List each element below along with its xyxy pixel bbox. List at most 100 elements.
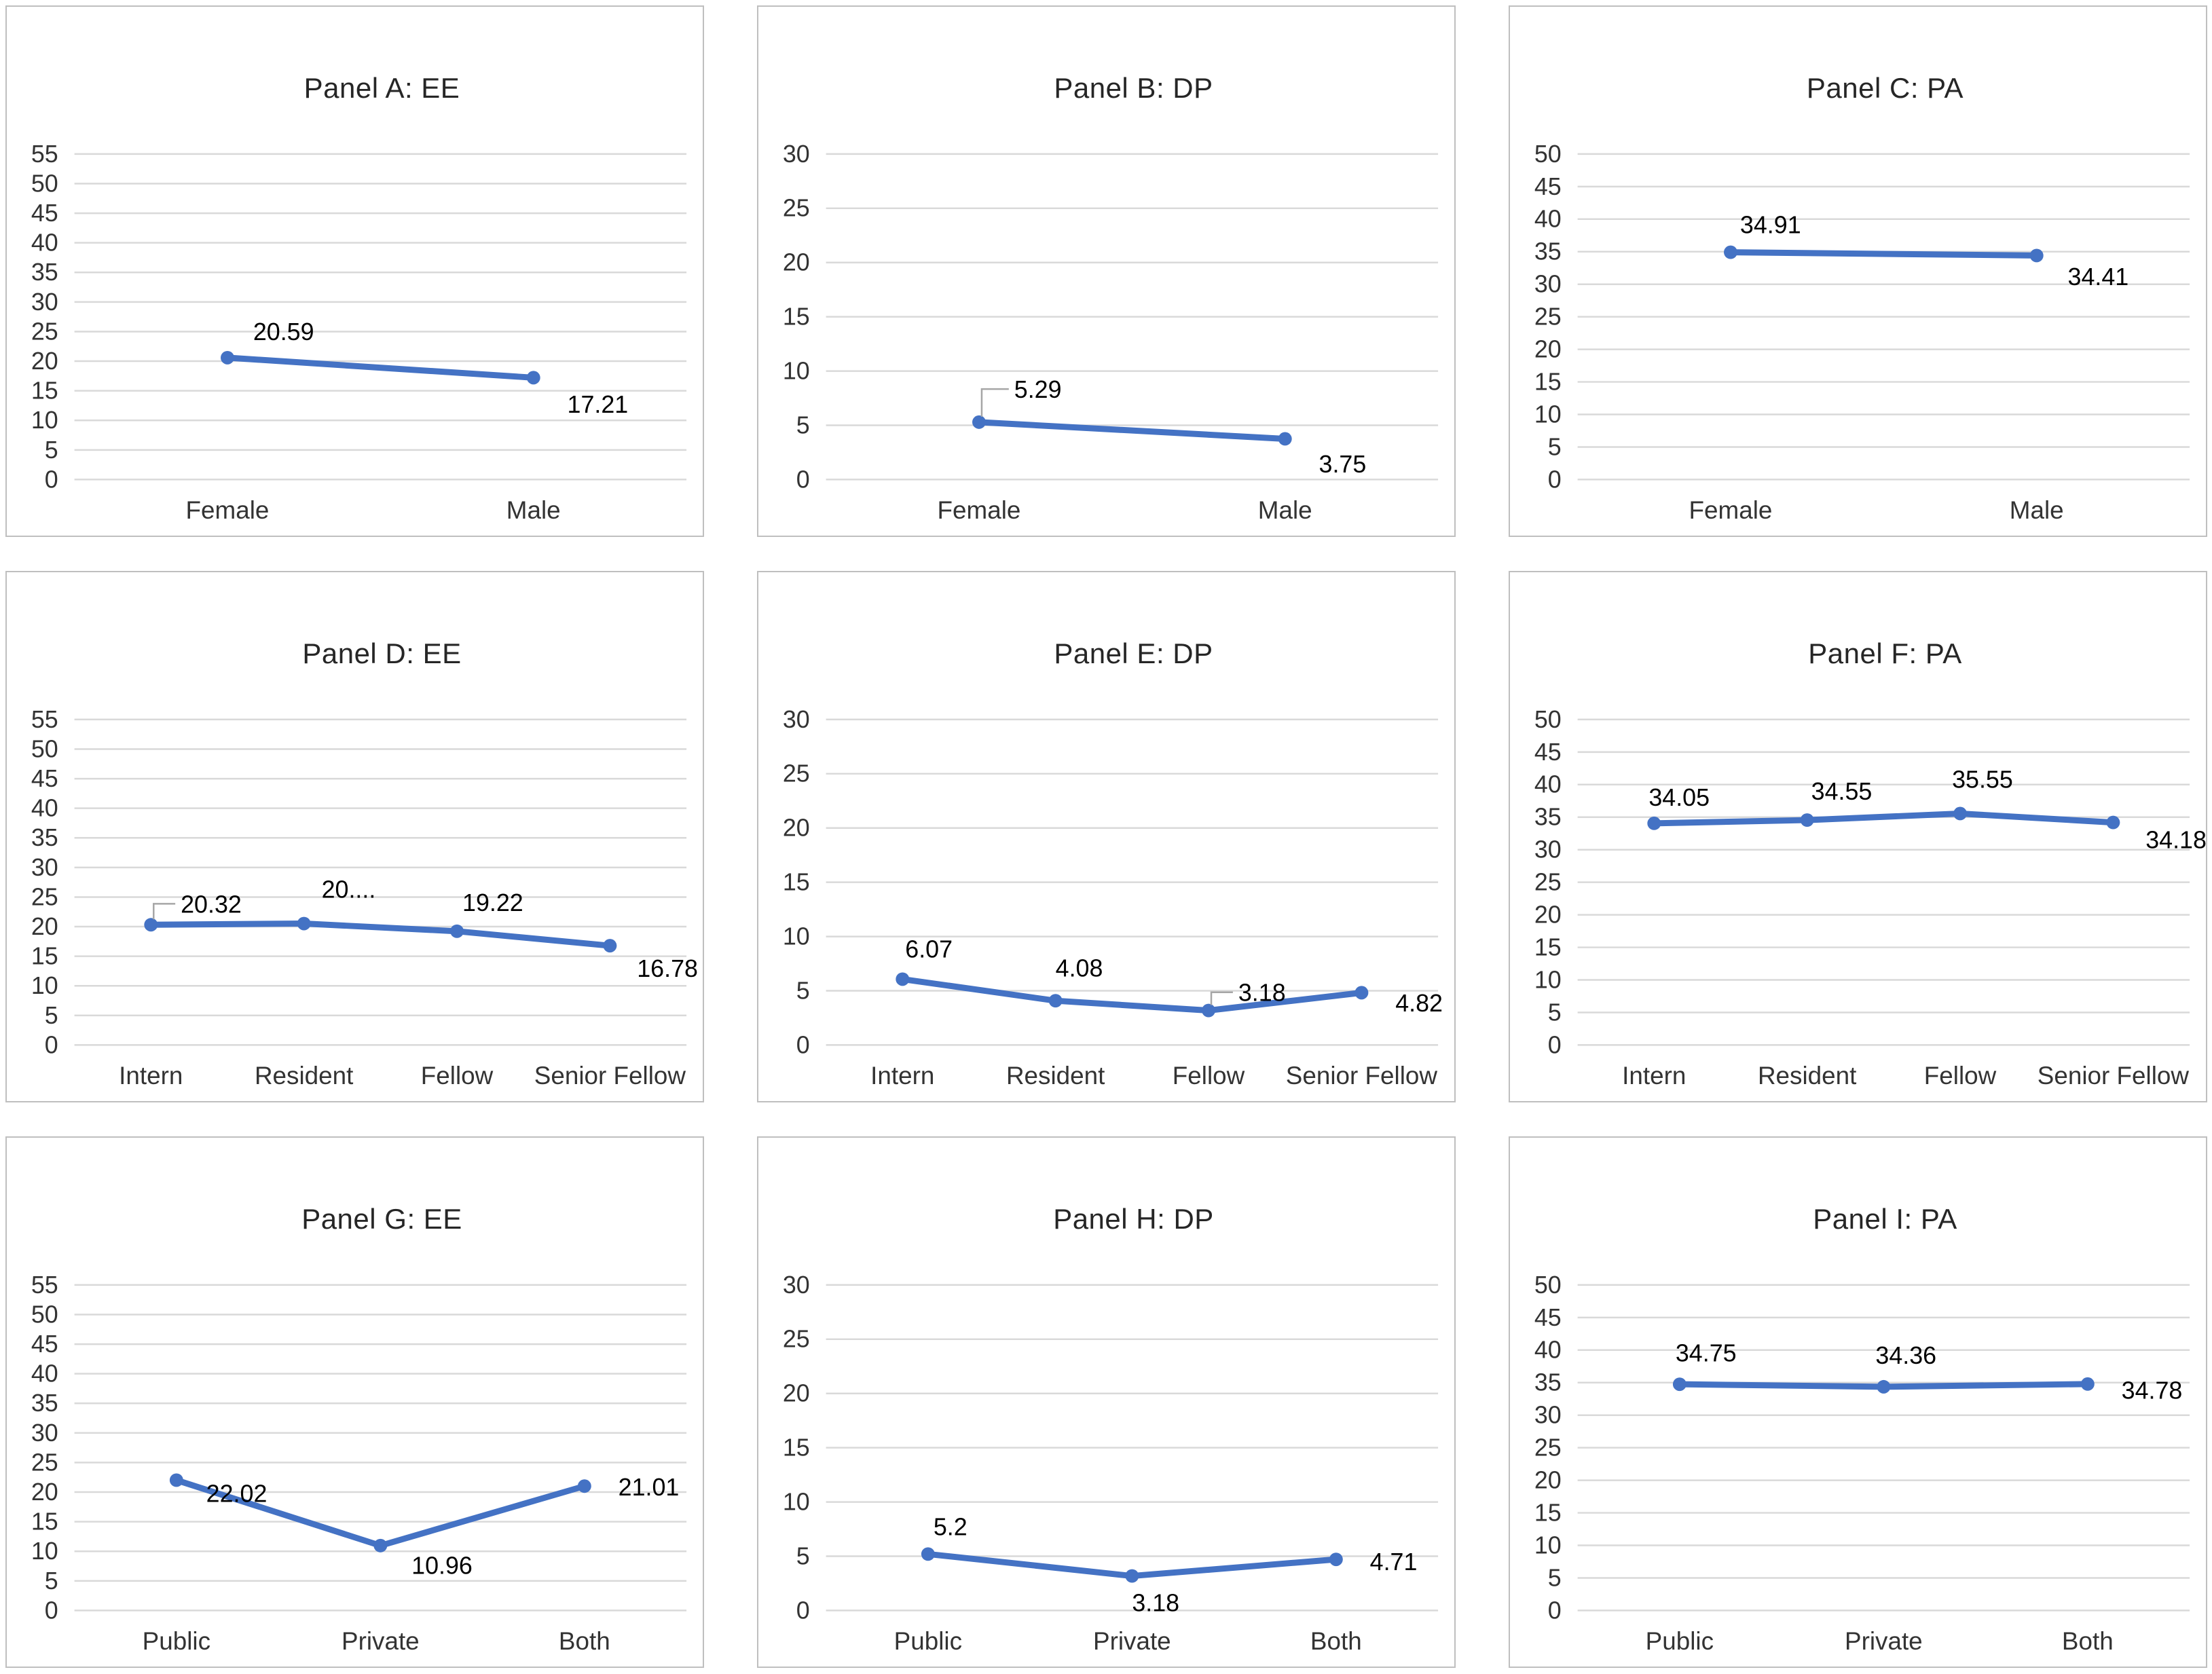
data-point-marker	[577, 1479, 591, 1493]
data-line	[976, 419, 1289, 442]
data-label: 20.59	[253, 318, 314, 346]
data-label: 19.22	[462, 889, 523, 916]
data-point-marker	[1048, 994, 1063, 1008]
x-category-label: Resident	[255, 1062, 353, 1090]
data-point-marker	[603, 939, 617, 953]
data-label: 22.02	[206, 1480, 268, 1507]
data-label: 20....	[322, 876, 376, 904]
panel-f-chart: 0 5 10 15 20 25 30 35 40 45 50 Intern Resident Fellow…	[1509, 571, 2207, 1102]
y-tick-label: 20	[783, 1380, 810, 1407]
data-point-marker	[1354, 986, 1369, 1000]
data-label: 34.18	[2145, 826, 2206, 853]
y-tick-label: 25	[31, 318, 58, 345]
y-tick-label: 10	[783, 923, 810, 950]
y-tick-label: 20	[1534, 336, 1562, 363]
data-label: 17.21	[568, 391, 629, 418]
panel-i-title: Panel I: PA	[1813, 1203, 1957, 1235]
data-point-marker	[921, 1547, 935, 1561]
y-tick-label: 15	[31, 1508, 58, 1536]
y-tick-label: 30	[31, 1419, 58, 1447]
y-tick-label: 30	[1534, 836, 1562, 863]
data-label: 5.2	[934, 1513, 967, 1540]
y-tick-label: 45	[31, 1331, 58, 1358]
y-tick-label: 30	[783, 706, 810, 733]
y-tick-label: 30	[31, 854, 58, 881]
panel-a-chart: 0 5 10 15 20 25 30 35 40 45 50 55 Female Male 20.59 17.…	[5, 5, 704, 537]
y-tick-label: 25	[31, 883, 58, 910]
y-tick-label: 40	[31, 229, 58, 257]
y-tick-label: 5	[796, 1542, 810, 1569]
y-tick-label: 25	[783, 1326, 810, 1353]
y-tick-label: 20	[783, 249, 810, 276]
data-label: 21.01	[619, 1474, 680, 1501]
x-category-label: Female	[186, 496, 270, 524]
data-point-marker	[1278, 432, 1292, 446]
x-category-label: Senior Fellow	[534, 1062, 686, 1090]
x-category-label: Public	[143, 1627, 210, 1655]
panel-f-plot: 0 5 10 15 20 25 30 35 40 45 50 Intern Resident Fellow…	[1534, 706, 2206, 1090]
y-tick-label: 5	[796, 411, 810, 439]
data-line	[899, 975, 1365, 1014]
panel-g-chart: 0 5 10 15 20 25 30 35 40 45 50 55 Public Private Both 2…	[5, 1136, 704, 1668]
y-tick-label: 15	[783, 1434, 810, 1462]
data-point-marker	[1647, 816, 1661, 830]
data-label: 4.82	[1395, 990, 1443, 1017]
data-line	[1727, 249, 2040, 259]
data-label: 20.32	[181, 891, 242, 918]
label-leader-line	[153, 903, 176, 920]
panel-f-title: Panel F: PA	[1808, 637, 1962, 669]
y-tick-label: 20	[1534, 1467, 1562, 1494]
data-label: 16.78	[637, 955, 698, 982]
data-label: 4.08	[1056, 954, 1103, 982]
data-label: 34.78	[2122, 1377, 2183, 1405]
x-category-label: Senior Fellow	[2038, 1062, 2190, 1090]
y-tick-label: 0	[1548, 1031, 1562, 1058]
panel-b-chart: 0 5 10 15 20 25 30 Female Male 5.29 3.75 Panel B: …	[757, 5, 1456, 537]
data-label: 34.05	[1648, 784, 1710, 811]
x-category-label: Intern	[119, 1062, 183, 1090]
data-point-marker	[221, 350, 234, 365]
y-tick-label: 45	[1534, 1304, 1562, 1331]
y-tick-label: 0	[45, 1031, 58, 1058]
y-tick-label: 25	[1534, 869, 1562, 896]
y-tick-label: 0	[796, 1597, 810, 1624]
x-category-label: Private	[342, 1627, 420, 1655]
y-tick-label: 5	[796, 977, 810, 1004]
x-category-label: Both	[2062, 1627, 2114, 1655]
y-tick-label: 50	[1534, 1271, 1562, 1299]
y-tick-label: 0	[1548, 1597, 1562, 1624]
label-leader-line	[980, 388, 1009, 417]
panel-e-title: Panel E: DP	[1054, 637, 1213, 669]
y-tick-label: 10	[31, 1538, 58, 1565]
y-tick-label: 10	[1534, 1531, 1562, 1559]
y-tick-label: 30	[1534, 271, 1562, 298]
data-point-marker	[2080, 1377, 2095, 1391]
y-tick-label: 5	[45, 1567, 58, 1595]
data-point-marker	[297, 916, 311, 931]
y-tick-label: 30	[1534, 1402, 1562, 1429]
data-label: 3.18	[1132, 1589, 1179, 1616]
y-tick-label: 15	[1534, 369, 1562, 396]
y-tick-label: 45	[1534, 739, 1562, 766]
y-tick-label: 0	[45, 1597, 58, 1624]
y-tick-label: 35	[1534, 804, 1562, 831]
x-category-label: Fellow	[1924, 1062, 1997, 1090]
x-category-label: Male	[506, 496, 561, 524]
data-point-marker	[1202, 1003, 1215, 1018]
y-tick-label: 10	[31, 972, 58, 999]
data-label: 34.36	[1875, 1342, 1936, 1369]
y-tick-label: 10	[783, 1489, 810, 1516]
y-tick-label: 25	[1534, 1434, 1562, 1462]
y-tick-label: 35	[1534, 238, 1562, 265]
x-category-label: Public	[894, 1627, 962, 1655]
y-tick-label: 40	[31, 1360, 58, 1388]
x-category-label: Both	[1310, 1627, 1362, 1655]
y-tick-label: 15	[1534, 1500, 1562, 1527]
y-tick-label: 15	[783, 869, 810, 896]
y-tick-label: 25	[1534, 303, 1562, 331]
y-tick-label: 10	[1534, 401, 1562, 428]
y-tick-label: 0	[45, 466, 58, 493]
